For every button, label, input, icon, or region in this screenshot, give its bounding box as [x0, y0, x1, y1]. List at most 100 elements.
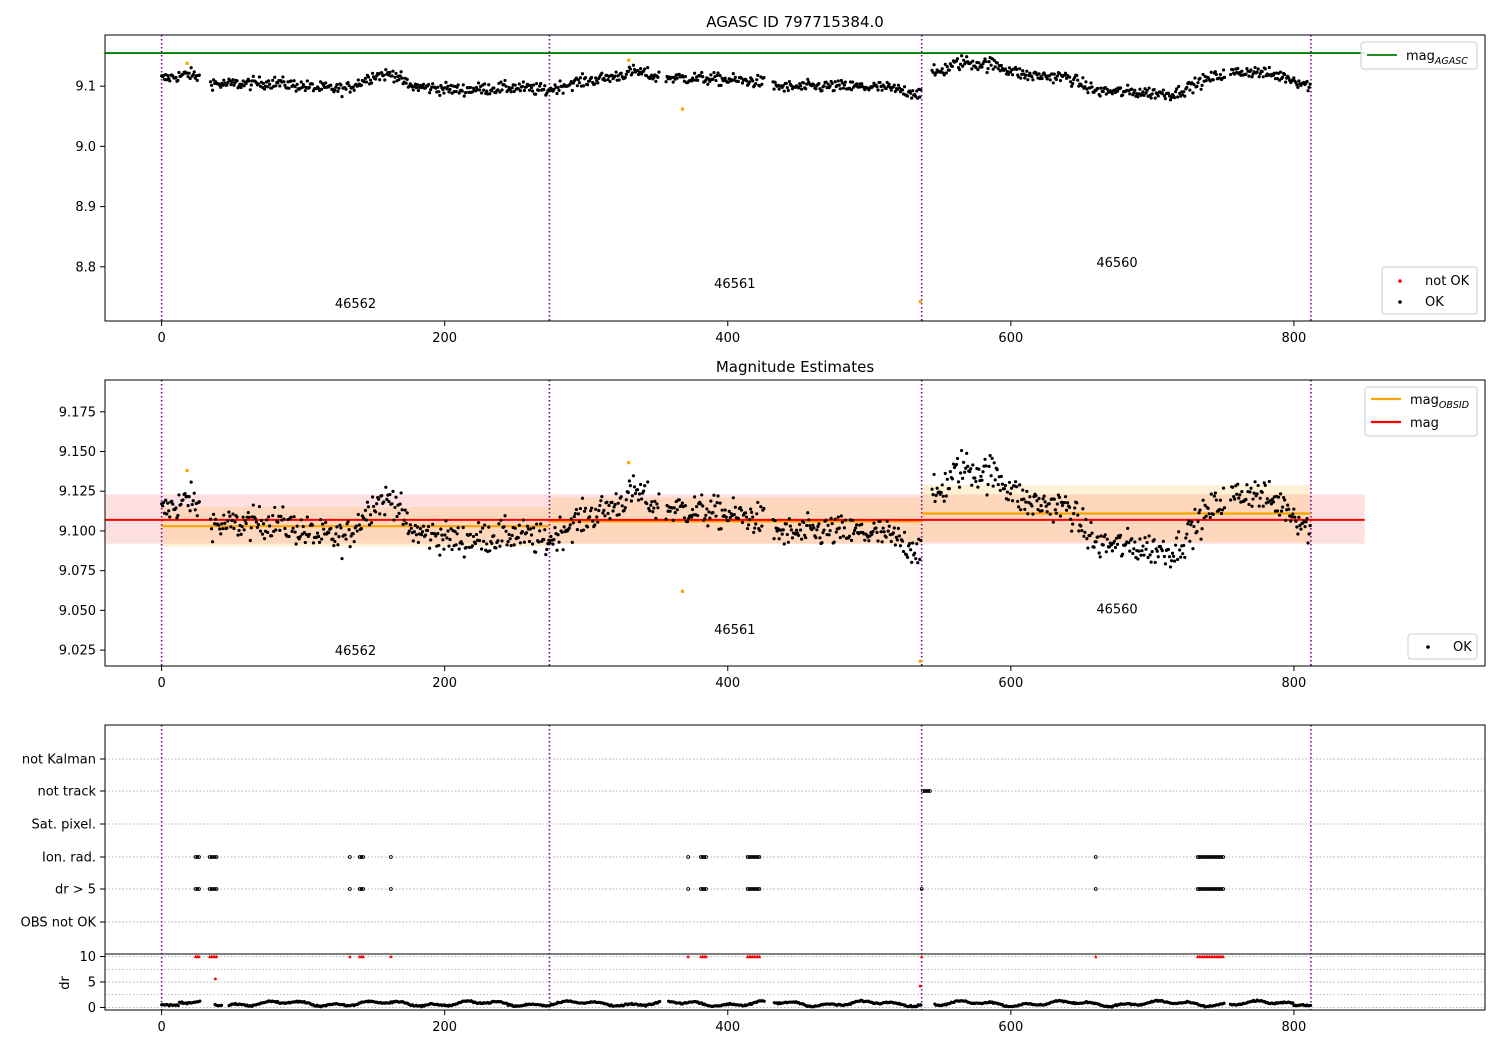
data-point — [231, 78, 235, 82]
data-point — [1232, 494, 1236, 499]
data-point — [1258, 496, 1262, 500]
data-point — [959, 448, 964, 453]
data-point — [841, 86, 845, 90]
data-point — [682, 516, 687, 520]
data-point — [577, 81, 582, 85]
data-point — [753, 526, 757, 530]
data-point — [836, 515, 840, 519]
data-point — [961, 476, 965, 480]
data-point — [246, 510, 250, 515]
data-point — [1265, 497, 1269, 501]
data-point — [1019, 76, 1023, 80]
data-point — [1130, 537, 1134, 541]
data-point — [287, 86, 291, 90]
flag-point — [361, 887, 366, 891]
data-point — [1107, 545, 1111, 549]
data-point — [704, 78, 708, 82]
data-point — [965, 451, 969, 455]
flag-point — [757, 855, 762, 859]
data-point — [1021, 69, 1025, 73]
data-point — [598, 503, 602, 508]
data-point — [558, 515, 562, 519]
data-point — [1143, 87, 1147, 91]
data-point — [513, 526, 517, 530]
data-point — [507, 532, 511, 537]
data-point — [480, 91, 484, 95]
data-point — [1166, 547, 1171, 552]
data-point — [393, 505, 397, 510]
dr-clipped-point — [1093, 954, 1098, 959]
data-point — [324, 81, 328, 85]
data-point — [832, 540, 836, 544]
data-point — [1247, 74, 1251, 78]
flag-point — [924, 789, 929, 793]
data-point — [1229, 498, 1233, 502]
data-point — [588, 515, 592, 519]
y-tick-label: 9.1 — [75, 80, 96, 95]
data-point — [932, 63, 936, 67]
data-point — [1142, 553, 1146, 557]
data-point — [1296, 85, 1300, 89]
data-point — [183, 492, 187, 496]
y-tick-label: 5 — [88, 976, 96, 991]
data-point — [552, 87, 556, 92]
data-point — [620, 504, 624, 508]
data-point — [1297, 79, 1301, 83]
data-point — [244, 521, 248, 526]
data-point — [1255, 492, 1259, 496]
data-point — [337, 534, 341, 539]
data-point — [1018, 483, 1022, 487]
data-point — [1297, 515, 1301, 519]
data-point — [1295, 525, 1299, 529]
data-point — [780, 532, 784, 536]
data-point — [545, 547, 549, 552]
data-point — [732, 512, 736, 517]
data-point — [999, 63, 1003, 68]
data-point — [225, 83, 229, 87]
data-point — [739, 508, 744, 512]
data-point — [556, 533, 560, 537]
data-point — [476, 521, 481, 525]
data-point — [364, 80, 369, 84]
data-point — [447, 90, 451, 94]
data-point — [1081, 76, 1085, 80]
flag-point — [1212, 887, 1217, 891]
data-point — [750, 510, 754, 514]
data-point — [711, 511, 715, 515]
dr-axis-label: dr — [58, 976, 73, 990]
data-point — [719, 83, 723, 87]
data-point — [745, 526, 750, 531]
data-point — [984, 59, 988, 64]
data-point — [1071, 522, 1075, 526]
flag-point — [1221, 887, 1226, 891]
data-point — [367, 523, 372, 527]
data-point — [1031, 512, 1035, 516]
data-point — [488, 549, 492, 553]
data-point — [984, 464, 988, 468]
data-point — [357, 523, 361, 527]
data-point — [740, 520, 745, 525]
dr-clipped-point — [389, 954, 393, 959]
data-point — [406, 532, 410, 536]
data-point — [635, 488, 640, 492]
data-point — [711, 77, 715, 81]
data-point — [885, 519, 889, 523]
data-point — [1190, 520, 1194, 524]
data-point — [1163, 97, 1168, 101]
data-point — [520, 84, 524, 89]
data-point — [916, 561, 920, 565]
data-point — [1128, 549, 1132, 553]
data-point — [1052, 72, 1056, 76]
data-point — [168, 515, 172, 519]
data-point — [751, 79, 755, 83]
flag-point — [1093, 887, 1098, 891]
data-point — [712, 493, 716, 497]
data-point — [1240, 489, 1244, 494]
data-point — [382, 73, 386, 77]
data-point — [1184, 536, 1188, 540]
data-point — [718, 501, 722, 505]
data-point — [279, 514, 283, 518]
data-point — [1270, 497, 1275, 501]
data-point — [562, 525, 566, 529]
data-point — [842, 526, 846, 530]
